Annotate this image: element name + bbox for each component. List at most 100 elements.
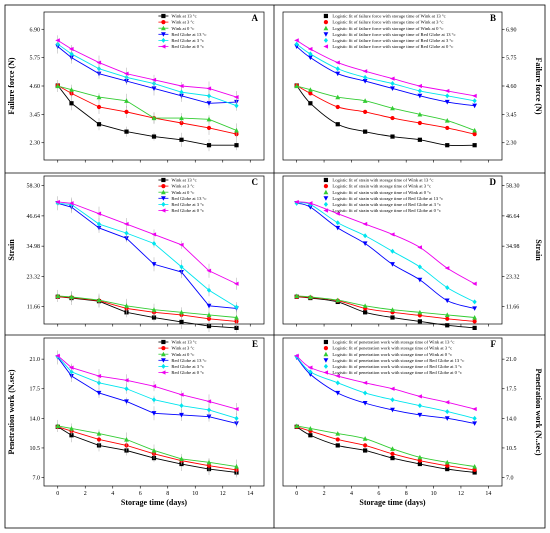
data-point: [444, 416, 450, 421]
legend-label: Logistic fit of penetration work with st…: [332, 340, 454, 345]
x-tick-label: 10: [431, 491, 437, 497]
legend-label: Wink at 0 °c: [171, 26, 194, 31]
data-point: [55, 293, 61, 299]
data-point: [307, 201, 313, 206]
data-point: [390, 248, 395, 254]
data-point: [307, 365, 313, 370]
data-point: [363, 129, 368, 134]
y-tick-label: 23.32: [27, 274, 41, 280]
x-tick-label: 4: [350, 491, 353, 497]
panel-letter: E: [252, 339, 258, 349]
data-point: [335, 71, 341, 77]
data-point: [417, 93, 423, 99]
data-point: [206, 86, 212, 91]
y-tick-label: 34.98: [506, 244, 520, 250]
data-point: [417, 394, 422, 399]
data-point: [390, 455, 395, 461]
series-line: [57, 85, 237, 131]
data-point: [234, 95, 239, 100]
data-point: [55, 353, 60, 358]
series-line: [296, 202, 475, 309]
data-point: [363, 448, 368, 453]
legend-item: Logistic fit of penetration work with st…: [323, 351, 452, 357]
legend-item: Red Globe at 13 °c: [158, 196, 206, 201]
series-line: [57, 356, 237, 419]
data-point: [124, 71, 129, 76]
legend-label: Logistic fit of strain with storage time…: [332, 190, 431, 195]
data-point: [472, 406, 477, 412]
data-point: [472, 467, 477, 473]
data-point: [206, 143, 212, 148]
figure-outer-frame: [4, 4, 546, 529]
data-point: [151, 447, 157, 453]
legend-marker: [323, 184, 329, 189]
legend-label: Wink at 13 °c: [171, 178, 196, 183]
series-line: [296, 357, 475, 424]
legend-item: Red Globe at 13 °c: [158, 32, 206, 37]
data-point: [96, 390, 102, 396]
data-point: [179, 89, 184, 95]
legend-item: Wink at 3 °c: [158, 346, 194, 351]
data-point: [69, 46, 74, 52]
data-point: [445, 125, 450, 131]
data-point: [96, 60, 102, 65]
legend-item: Wink at 13 °c: [158, 340, 197, 345]
x-axis-label: Storage time (days): [359, 498, 426, 507]
data-point: [234, 464, 239, 469]
y-tick-label: 10.5: [30, 446, 41, 452]
legend-marker: [323, 25, 329, 31]
data-point: [472, 132, 477, 137]
data-point: [234, 415, 239, 421]
data-point: [472, 464, 478, 469]
data-point: [444, 312, 450, 318]
data-point: [362, 241, 368, 247]
y-tick-label: 21.0: [506, 357, 517, 363]
legend-label: Red Globe at 13 °c: [171, 196, 206, 201]
data-point: [96, 437, 102, 442]
y-tick-label: 21.0: [30, 357, 41, 363]
legend-marker: [160, 370, 166, 375]
data-point: [206, 116, 212, 122]
data-point: [69, 425, 74, 431]
y-tick-label: 6.90: [30, 27, 41, 33]
series-4: [294, 44, 478, 109]
data-point: [96, 211, 102, 216]
data-point: [417, 454, 423, 460]
series-line: [57, 357, 237, 424]
data-point: [308, 91, 313, 96]
data-point: [96, 297, 102, 303]
data-point: [445, 409, 450, 415]
legend-label: Logistic fit of penetration work with st…: [332, 346, 452, 351]
y-tick-label: 2.30: [30, 141, 41, 147]
data-point: [206, 459, 212, 465]
data-point: [151, 77, 157, 82]
data-point: [472, 103, 478, 109]
series-line: [296, 85, 475, 131]
legend-label: Logistic fit of penetration work with st…: [332, 370, 462, 375]
series-line: [296, 295, 475, 318]
data-point: [335, 122, 340, 127]
series-line: [57, 296, 237, 329]
legend-marker: [161, 346, 166, 351]
data-point: [307, 87, 313, 92]
panel-e: 0 2 4 6 8 10 12 14 7.0 10.5 14.0 17.5 21.0 Penetratio…: [7, 337, 265, 507]
data-point: [417, 120, 422, 126]
series-line: [57, 296, 237, 322]
data-point: [234, 103, 239, 109]
data-point: [234, 421, 239, 426]
legend-label: Wink at 0 °c: [171, 352, 194, 357]
data-point: [417, 264, 422, 270]
legend-label: Wink at 13 °c: [171, 14, 196, 19]
legend-label: Logistic fit of strain with storage time…: [332, 184, 431, 189]
data-point: [69, 201, 74, 206]
data-point: [390, 262, 395, 267]
x-tick-label: 6: [377, 491, 380, 497]
legend-marker: [323, 370, 329, 375]
legend-marker: [323, 32, 329, 37]
data-point: [69, 294, 74, 300]
data-point: [294, 44, 300, 50]
data-point: [362, 303, 368, 308]
data-point: [335, 104, 340, 110]
y-tick-label: 17.5: [506, 387, 517, 393]
y-axis-label: Penetration work (N..sec): [534, 368, 543, 455]
